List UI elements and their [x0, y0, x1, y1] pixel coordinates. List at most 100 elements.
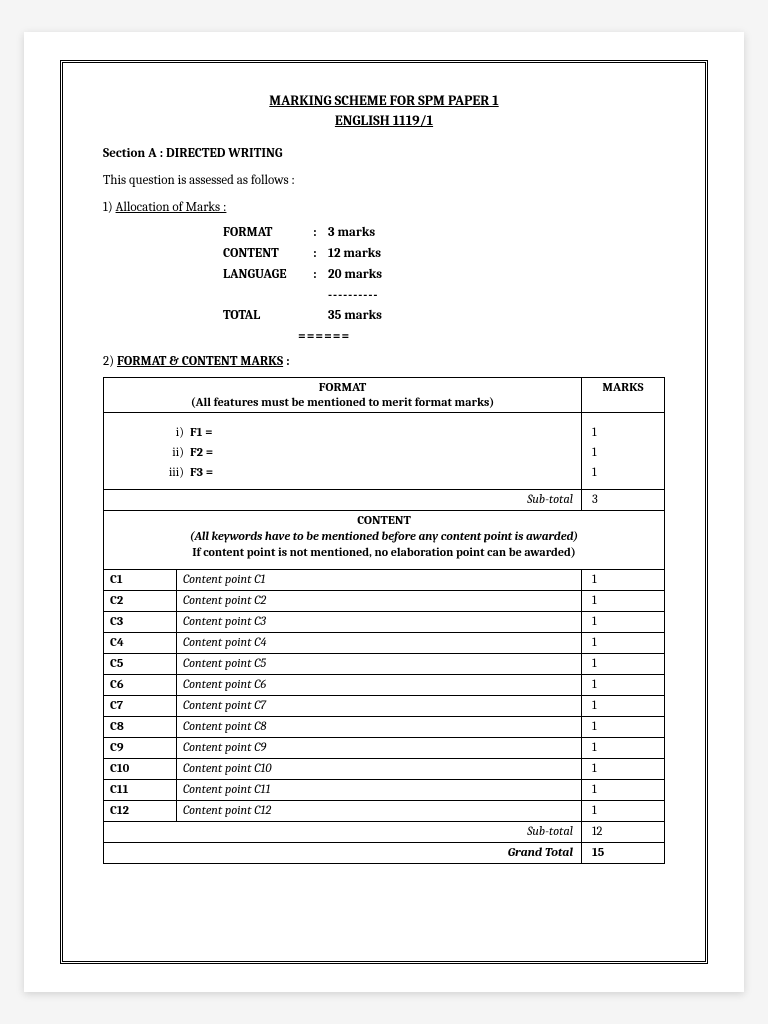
f3-row: iii)F3 =: [144, 463, 575, 483]
content-point: Content point C1: [177, 570, 582, 591]
content-sub2: If content point is not mentioned, no el…: [192, 545, 575, 559]
format-header: FORMAT: [110, 381, 575, 395]
f1-row: i)F1 =: [144, 423, 575, 443]
content-mark: 1: [582, 654, 665, 675]
alloc-spacer: [313, 306, 328, 327]
format-subheader: (All features must be mentioned to merit…: [110, 395, 575, 409]
alloc-content-val: 12 marks: [328, 244, 381, 265]
content-code: C4: [104, 633, 177, 654]
content-code: C3: [104, 612, 177, 633]
alloc-format-row: FORMAT : 3 marks: [223, 223, 665, 244]
format-header-cell: FORMAT (All features must be mentioned t…: [104, 377, 582, 412]
assessed-text: This question is assessed as follows :: [103, 173, 665, 188]
alloc-total-val: 35 marks: [328, 306, 382, 327]
content-code: C6: [104, 675, 177, 696]
grand-total-value: 15: [582, 843, 665, 864]
content-row: C9Content point C91: [104, 738, 665, 759]
content-code: C7: [104, 696, 177, 717]
format-marks-cell: 1 1 1: [582, 412, 665, 489]
content-code: C1: [104, 570, 177, 591]
alloc-format-val: 3 marks: [328, 223, 375, 244]
alloc-colon: :: [313, 244, 328, 265]
content-point: Content point C10: [177, 759, 582, 780]
marking-table: FORMAT (All features must be mentioned t…: [103, 377, 665, 864]
content-row: C4Content point C41: [104, 633, 665, 654]
content-row: C2Content point C21: [104, 591, 665, 612]
content-point: Content point C5: [177, 654, 582, 675]
item2-label: FORMAT & CONTENT MARKS: [117, 354, 283, 369]
content-row: C6Content point C61: [104, 675, 665, 696]
f2-mark: 1: [592, 443, 658, 463]
content-point: Content point C2: [177, 591, 582, 612]
content-subheader: (All keywords have to be mentioned befor…: [110, 528, 658, 566]
content-code: C11: [104, 780, 177, 801]
content-mark: 1: [582, 717, 665, 738]
content-mark: 1: [582, 675, 665, 696]
content-row: C3Content point C31: [104, 612, 665, 633]
marks-header: MARKS: [582, 377, 665, 412]
f3-label: F3 =: [190, 463, 213, 483]
f1-label: F1 =: [190, 423, 213, 443]
content-mark: 1: [582, 759, 665, 780]
content-mark: 1: [582, 612, 665, 633]
grand-total-label: Grand Total: [104, 843, 582, 864]
title-line-1: MARKING SCHEME FOR SPM PAPER 1: [103, 91, 665, 111]
content-point: Content point C7: [177, 696, 582, 717]
content-mark: 1: [582, 780, 665, 801]
content-point: Content point C12: [177, 801, 582, 822]
content-row: C8Content point C81: [104, 717, 665, 738]
f3-num: iii): [144, 463, 190, 483]
content-mark: 1: [582, 591, 665, 612]
format-header-row: FORMAT (All features must be mentioned t…: [104, 377, 665, 412]
alloc-content-row: CONTENT : 12 marks: [223, 244, 665, 265]
f1-mark: 1: [592, 423, 658, 443]
content-point: Content point C3: [177, 612, 582, 633]
content-header: CONTENT: [110, 514, 658, 528]
alloc-equals: ======: [298, 327, 665, 348]
content-row: C5Content point C51: [104, 654, 665, 675]
content-code: C9: [104, 738, 177, 759]
content-subtotal-row: Sub-total 12: [104, 822, 665, 843]
format-subtotal-value: 3: [582, 489, 665, 510]
alloc-content-label: CONTENT: [223, 244, 313, 265]
document-frame: MARKING SCHEME FOR SPM PAPER 1 ENGLISH 1…: [60, 60, 708, 964]
alloc-total-label: TOTAL: [223, 306, 313, 327]
content-header-cell: CONTENT (All keywords have to be mention…: [104, 510, 665, 569]
content-subtotal-value: 12: [582, 822, 665, 843]
alloc-dashes: ----------: [328, 286, 665, 307]
item1-label: Allocation of Marks :: [116, 200, 227, 215]
f2-num: ii): [144, 443, 190, 463]
format-subtotal-label: Sub-total: [104, 489, 582, 510]
format-items-cell: i)F1 = ii)F2 = iii)F3 =: [104, 412, 582, 489]
title-line-2: ENGLISH 1119/1: [103, 111, 665, 131]
content-mark: 1: [582, 738, 665, 759]
page: MARKING SCHEME FOR SPM PAPER 1 ENGLISH 1…: [24, 32, 744, 992]
content-code: C8: [104, 717, 177, 738]
f3-mark: 1: [592, 463, 658, 483]
content-point: Content point C11: [177, 780, 582, 801]
alloc-format-label: FORMAT: [223, 223, 313, 244]
content-row: C1Content point C11: [104, 570, 665, 591]
alloc-language-row: LANGUAGE : 20 marks: [223, 265, 665, 286]
item2-prefix: 2): [103, 354, 117, 369]
content-code: C12: [104, 801, 177, 822]
alloc-colon: :: [313, 223, 328, 244]
allocation-block: FORMAT : 3 marks CONTENT : 12 marks LANG…: [223, 223, 665, 348]
content-point: Content point C9: [177, 738, 582, 759]
content-row: C12Content point C121: [104, 801, 665, 822]
content-header-row: CONTENT (All keywords have to be mention…: [104, 510, 665, 569]
f2-row: ii)F2 =: [144, 443, 575, 463]
f1-num: i): [144, 423, 190, 443]
item2-colon: :: [283, 354, 290, 369]
alloc-language-label: LANGUAGE: [223, 265, 313, 286]
content-row: C7Content point C71: [104, 696, 665, 717]
section-heading: Section A : DIRECTED WRITING: [103, 146, 665, 161]
alloc-language-val: 20 marks: [328, 265, 382, 286]
format-items-row: i)F1 = ii)F2 = iii)F3 = 1 1 1: [104, 412, 665, 489]
content-row: C10Content point C101: [104, 759, 665, 780]
content-point: Content point C4: [177, 633, 582, 654]
content-point: Content point C8: [177, 717, 582, 738]
content-mark: 1: [582, 801, 665, 822]
content-code: C10: [104, 759, 177, 780]
alloc-total-row: TOTAL 35 marks: [223, 306, 665, 327]
